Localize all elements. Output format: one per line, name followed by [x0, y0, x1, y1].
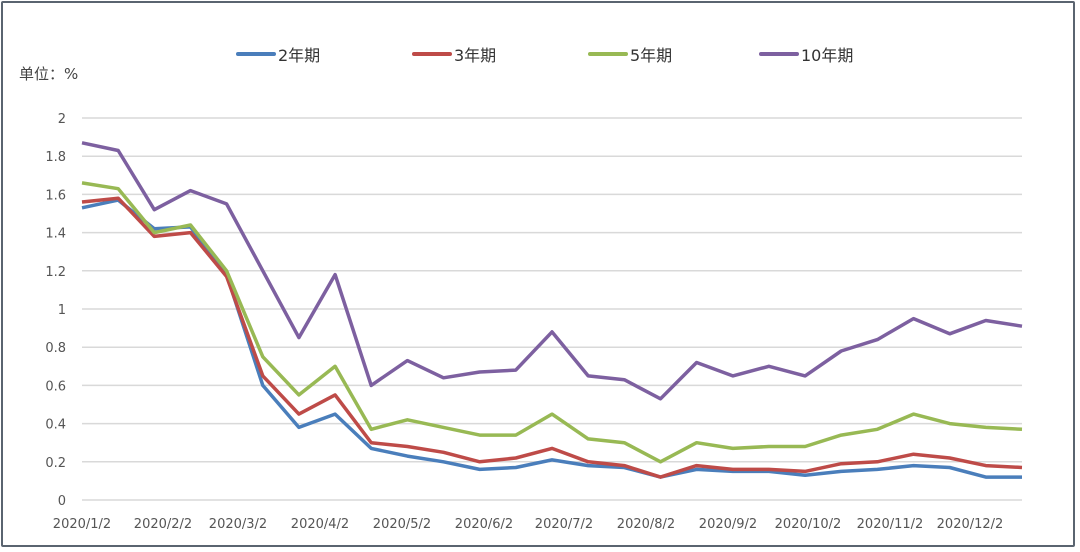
y-tick-label: 1 — [58, 303, 66, 318]
unit-label: 单位：% — [19, 65, 79, 83]
x-tick-label: 2020/6/2 — [455, 517, 513, 532]
y-tick-label: 0 — [58, 494, 66, 509]
legend-swatch-2y — [236, 52, 276, 56]
legend-item-3y: 3年期 — [412, 42, 496, 66]
legend: 2年期 3年期 5年期 10年期 — [0, 42, 1080, 66]
y-tick-label: 1.4 — [45, 227, 66, 242]
y-tick-label: 0.2 — [45, 456, 66, 471]
series-line-2 — [81, 181, 1023, 464]
y-tick-label: 0.4 — [45, 418, 66, 433]
y-tick-label: 1.2 — [45, 265, 66, 280]
x-tick-label: 2020/3/2 — [209, 517, 267, 532]
legend-swatch-5y — [588, 52, 628, 56]
x-tick-label: 2020/7/2 — [535, 517, 593, 532]
y-tick-label: 0.6 — [45, 379, 66, 394]
x-tick-label: 2020/1/2 — [53, 517, 111, 532]
x-tick-label: 2020/12/2 — [937, 517, 1004, 532]
x-tick-label: 2020/4/2 — [291, 517, 349, 532]
y-tick-label: 0.8 — [45, 341, 66, 356]
series-line-3 — [81, 141, 1023, 401]
legend-item-10y: 10年期 — [759, 42, 853, 66]
legend-label-10y: 10年期 — [801, 46, 854, 65]
series-line-1 — [81, 196, 1023, 479]
x-tick-label: 2020/2/2 — [134, 517, 192, 532]
legend-label-3y: 3年期 — [454, 46, 497, 65]
legend-item-2y: 2年期 — [236, 42, 320, 66]
x-tick-label: 2020/5/2 — [373, 517, 431, 532]
legend-item-5y: 5年期 — [588, 42, 672, 66]
x-tick-label: 2020/8/2 — [617, 517, 675, 532]
legend-swatch-10y — [759, 52, 799, 56]
x-tick-label: 2020/11/2 — [857, 517, 924, 532]
legend-label-2y: 2年期 — [278, 46, 321, 65]
y-tick-label: 2 — [58, 112, 66, 127]
y-tick-label: 1.8 — [45, 150, 66, 165]
x-tick-label: 2020/10/2 — [775, 517, 842, 532]
y-tick-label: 1.6 — [45, 188, 66, 203]
x-tick-label: 2020/9/2 — [699, 517, 757, 532]
legend-swatch-3y — [412, 52, 452, 56]
legend-label-5y: 5年期 — [630, 46, 673, 65]
